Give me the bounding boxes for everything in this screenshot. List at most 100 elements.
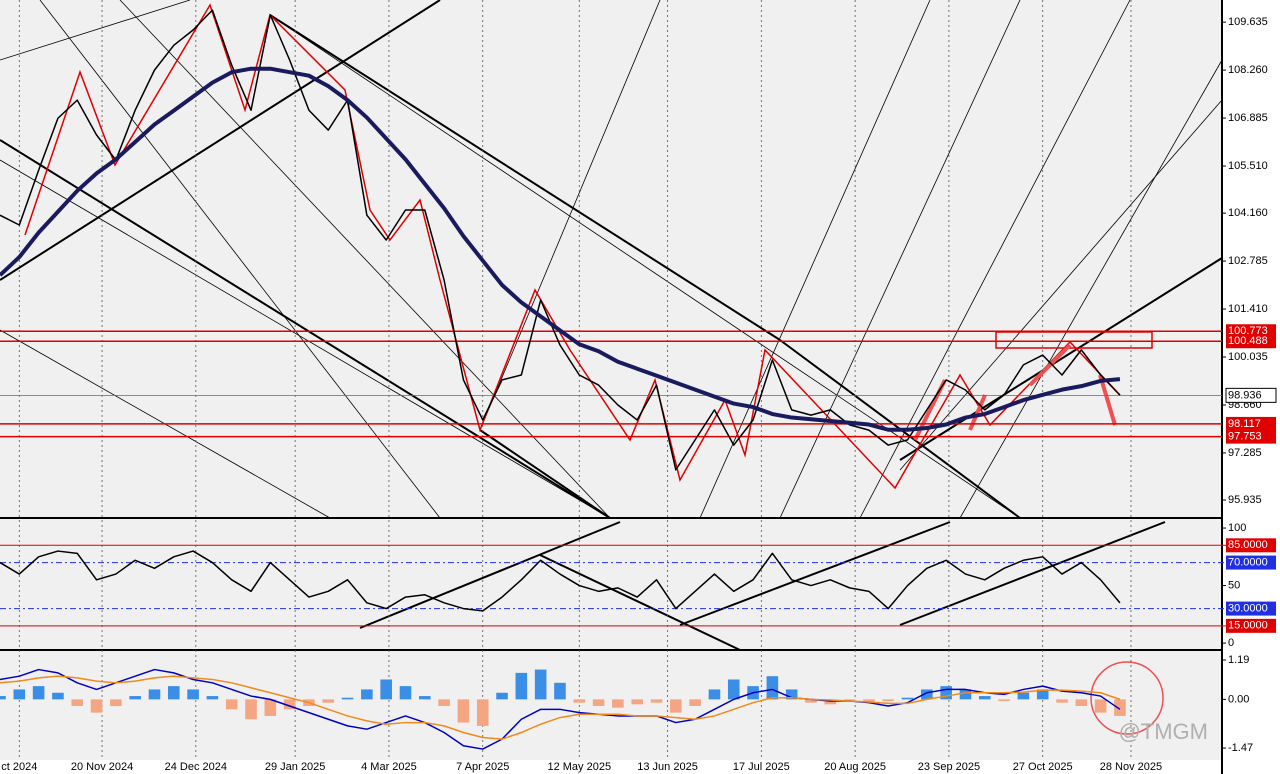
histogram-bar [554,682,566,700]
y-tick-label: 85.0000 [1228,539,1268,551]
y-tick-label: 106.885 [1228,112,1268,124]
tick-label-box [1226,618,1276,633]
y-tick-label: 30.0000 [1228,602,1268,614]
level-label-box [1225,387,1277,403]
histogram-bar [264,699,277,716]
histogram-bar [341,697,354,700]
y-tick-label: 100.035 [1228,351,1268,363]
level-label: 100.773 [1228,325,1268,337]
x-tick-label: 27 Oct 2025 [1013,761,1073,773]
histogram-bar [110,699,122,706]
plot-background [0,0,1222,760]
histogram-bar [361,689,373,700]
histogram-bar [283,699,296,710]
histogram-bar [1036,689,1049,700]
level-label-box [1226,334,1276,349]
histogram-bar [921,689,933,700]
y-tick-label: 95.935 [1228,494,1262,506]
histogram-bar [785,689,798,700]
histogram-bar [148,689,161,700]
histogram-bar [727,679,740,700]
series-line [0,66,1121,432]
y-tick-label: 105.510 [1228,160,1268,172]
y-tick-label: 97.285 [1228,447,1262,459]
histogram-bar [129,696,141,700]
histogram-bar [496,692,508,700]
histogram-bar [438,699,450,706]
histogram-bar [1075,699,1088,706]
histogram-bar [0,696,6,700]
series-line [0,675,1121,740]
y-tick-label: 0.00 [1228,693,1249,705]
histogram-bar [13,689,26,700]
histogram-bar [573,699,586,703]
histogram-bar [399,686,412,700]
y-tick-label: 108.260 [1228,64,1268,76]
histogram-bar [1056,699,1068,703]
y-tick-label: 50 [1228,579,1240,591]
x-tick-label: 17 Jul 2025 [733,761,790,773]
x-tick-label: 28 Nov 2025 [1100,761,1162,773]
histogram-bar [959,689,972,700]
y-tick-label: 102.785 [1228,255,1268,267]
level-label-box [1226,429,1276,444]
y-tick-label: 104.160 [1228,207,1268,219]
histogram-bar [1094,699,1107,713]
tick-label-box [1226,538,1276,553]
histogram-bar [766,676,779,700]
x-tick-label: 13 Jun 2025 [637,761,698,773]
y-tick-label: 70.0000 [1228,556,1268,568]
histogram-bar [592,699,605,706]
x-tick-label: 4 Mar 2025 [361,761,417,773]
histogram-bar [631,699,643,705]
x-tick-label: 12 May 2025 [547,761,611,773]
histogram-bar [1114,699,1126,716]
x-tick-label: 20 Aug 2025 [824,761,886,773]
y-tick-label: 0 [1228,637,1234,649]
histogram-bar [71,699,84,706]
histogram-bar [882,699,895,702]
histogram-bar [322,699,335,703]
histogram-bar [476,699,489,726]
series-line [0,9,1121,471]
x-tick-label: 7 Apr 2025 [456,761,509,773]
y-tick-label: 100 [1228,522,1246,534]
histogram-bar [52,692,64,700]
histogram-bar [90,699,103,713]
histogram-bar [843,699,856,702]
histogram-bar [689,699,701,706]
histogram-bar [534,669,547,700]
x-tick-label: 23 Sep 2025 [918,761,980,773]
histogram-bar [978,696,991,700]
level-label-box [1226,416,1276,431]
x-tick-label: 20 Nov 2024 [71,761,133,773]
histogram-bar [206,696,219,700]
level-label: 100.488 [1228,335,1268,347]
histogram-bar [824,699,837,705]
histogram-bar [187,689,199,700]
x-tick-label: 24 Dec 2024 [165,761,227,773]
y-tick-label: 109.635 [1228,16,1268,28]
level-label: 98.117 [1228,418,1261,430]
histogram-bar [612,699,624,708]
histogram-bar [650,699,663,703]
level-label: 97.753 [1228,431,1262,443]
y-tick-label: 1.19 [1228,654,1249,666]
histogram-bar [863,699,875,703]
histogram-bar [901,697,914,700]
histogram-bar [457,699,470,723]
histogram-bar [32,686,45,700]
watermark: @TMGM [1118,719,1208,744]
histogram-bar [225,699,238,710]
histogram-bar [998,699,1010,702]
series-line [0,550,1121,612]
tick-label-box [1226,555,1276,570]
x-tick-label: 29 Jan 2025 [265,761,326,773]
histogram-bar [670,699,682,713]
histogram-bar [805,699,817,703]
level-label: 98.936 [1228,389,1262,401]
tick-label-box [1226,601,1276,616]
histogram-bar [1017,692,1030,700]
